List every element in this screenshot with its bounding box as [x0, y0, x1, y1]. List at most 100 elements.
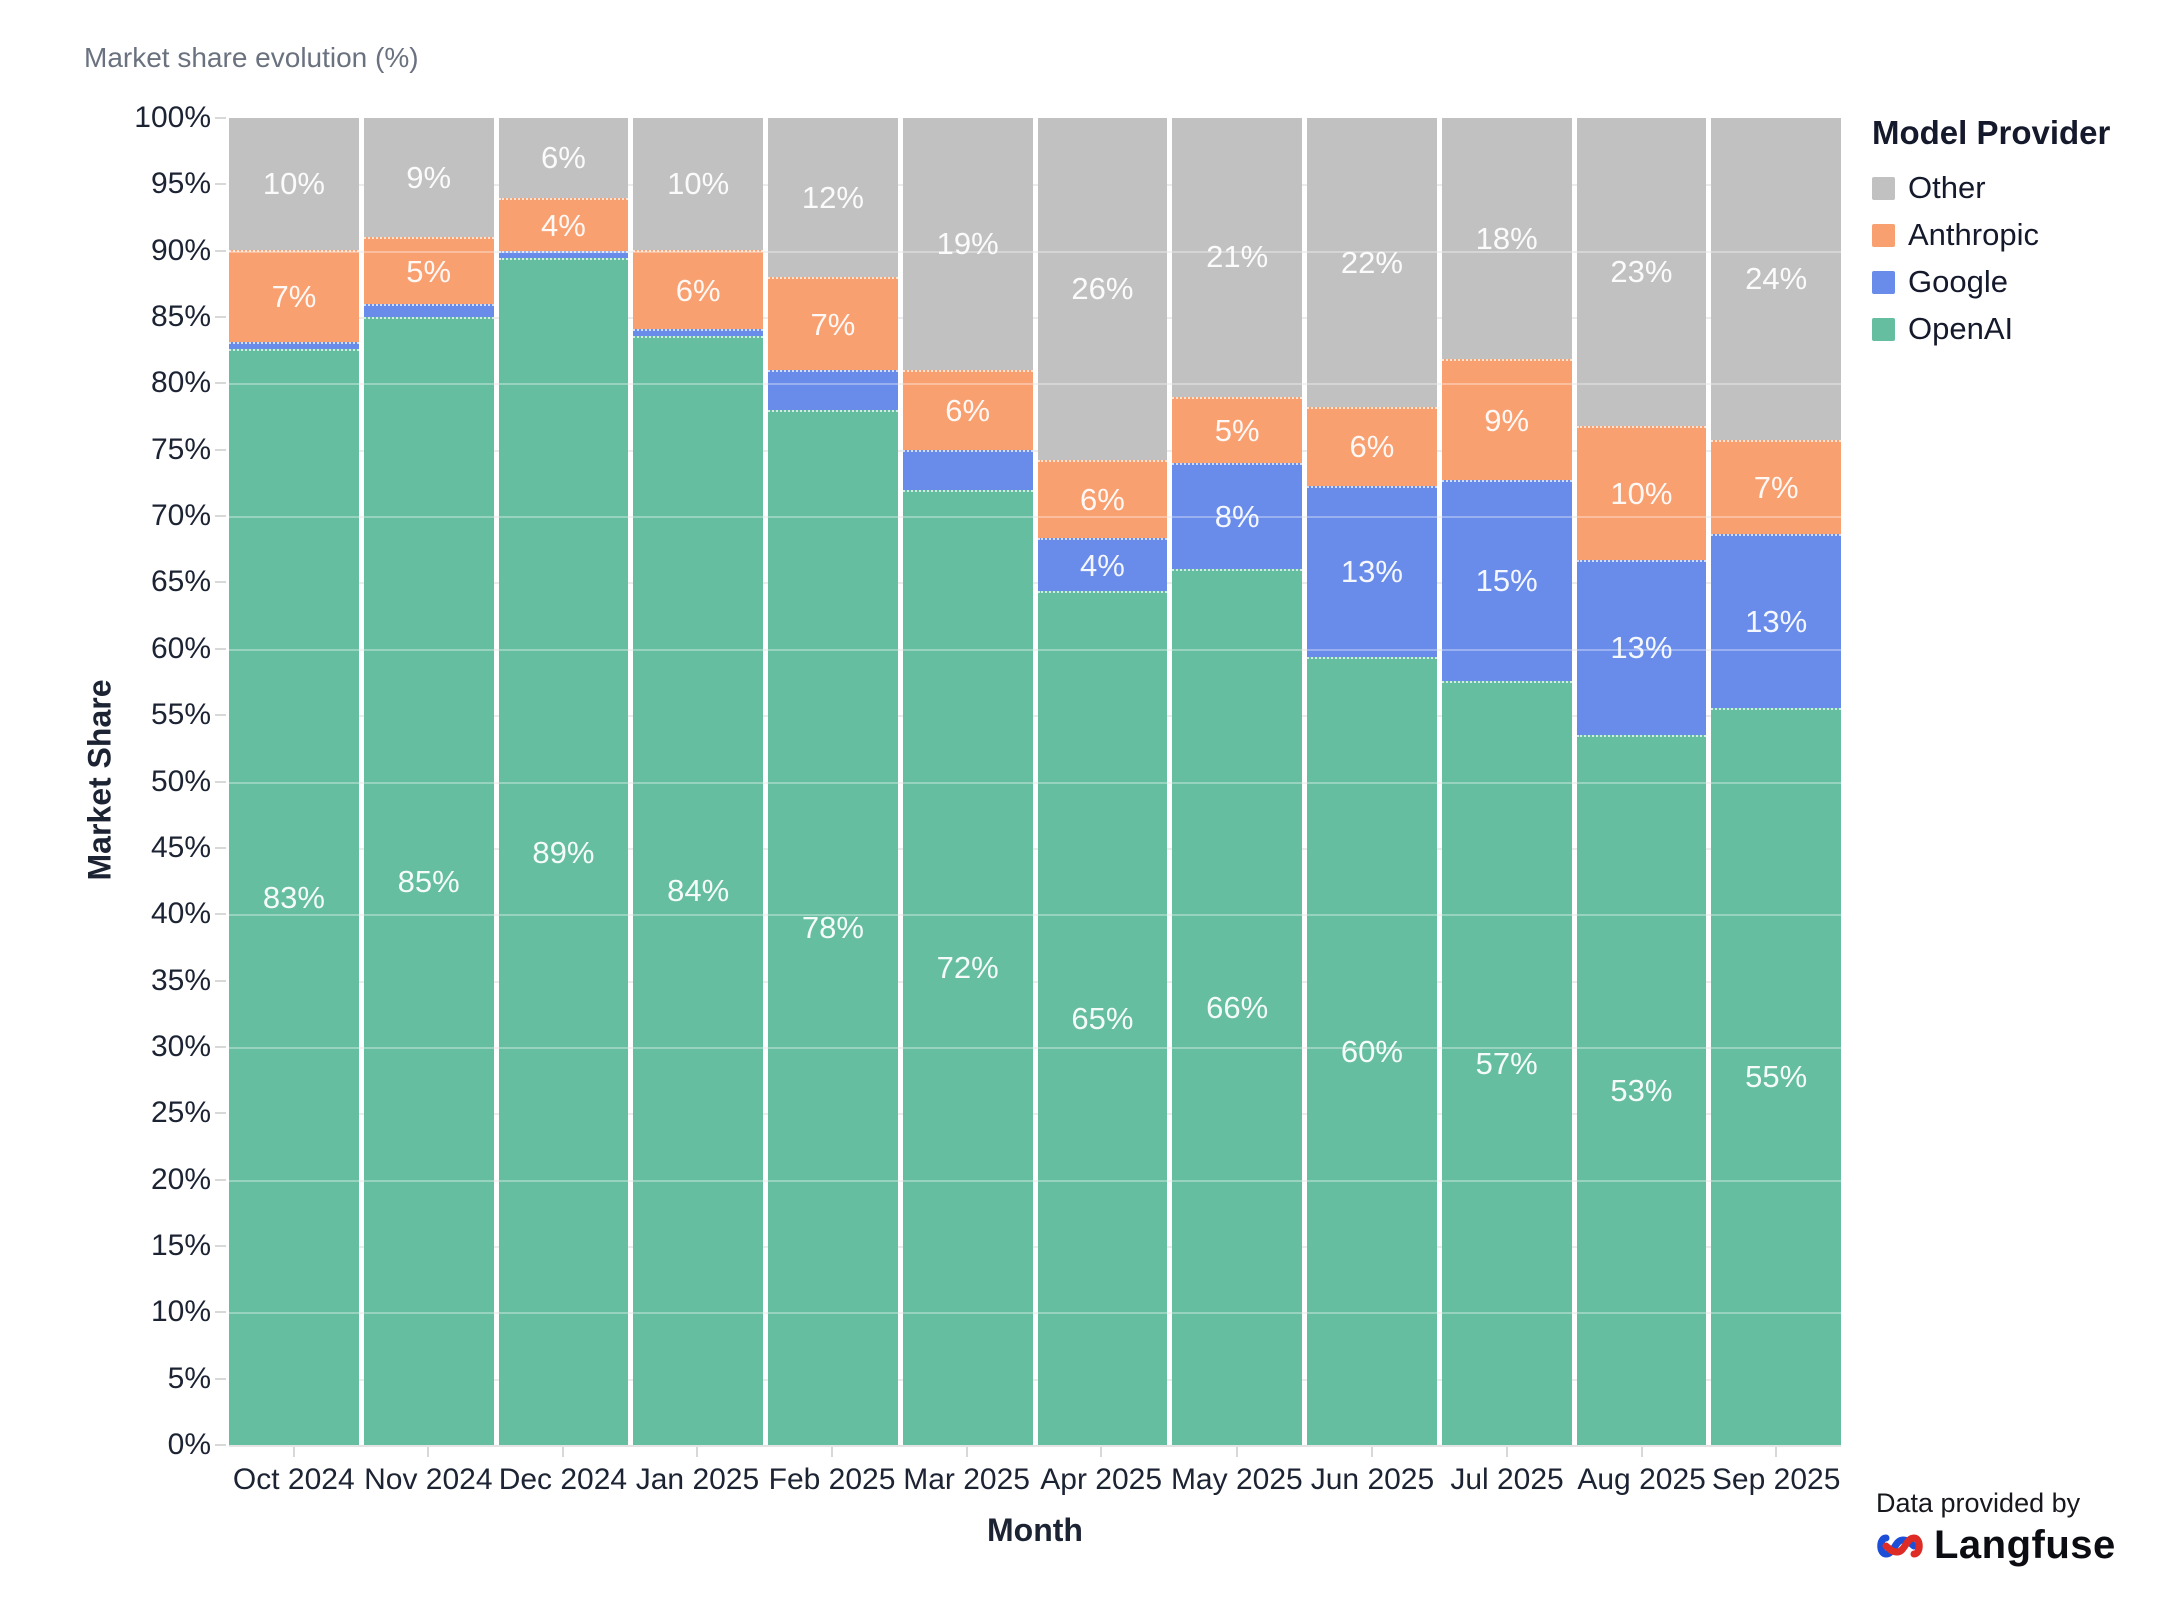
- y-axis-tick-label: 55%: [150, 698, 211, 732]
- x-axis-cell: Feb 2025: [767, 1447, 897, 1497]
- bar-segment-google[interactable]: 13%: [1576, 560, 1707, 735]
- x-tick-mark: [427, 1447, 430, 1457]
- y-axis-tick-label: 5%: [167, 1361, 211, 1395]
- bar-segment-google[interactable]: 8%: [1172, 463, 1302, 570]
- bar-segment-anthropic[interactable]: 7%: [768, 277, 898, 371]
- bar-segment-label: 9%: [406, 159, 452, 195]
- y-tick-mark: [215, 1178, 226, 1181]
- bar-segment-label: 18%: [1475, 220, 1538, 256]
- bar-segment-anthropic[interactable]: 9%: [1441, 359, 1572, 480]
- bar-segment-google[interactable]: [768, 370, 898, 410]
- gridline: [229, 1046, 1841, 1049]
- y-axis-tick-label: 40%: [150, 897, 211, 931]
- y-axis-tick-label: 30%: [150, 1029, 211, 1063]
- legend-item-other[interactable]: Other: [1872, 170, 2152, 206]
- bar-segment-other[interactable]: 21%: [1172, 118, 1302, 397]
- bar-segment-anthropic[interactable]: 5%: [1172, 396, 1302, 464]
- bar-segment-other[interactable]: 12%: [768, 118, 898, 278]
- y-axis-tick-label: 80%: [150, 366, 211, 400]
- legend: Model Provider Other Anthropic Google OpenA…: [1872, 114, 2152, 358]
- bar-segment-openai[interactable]: 83%: [229, 349, 359, 1445]
- y-axis-tick-label: 50%: [150, 764, 211, 798]
- x-axis-cell: Apr 2025: [1036, 1447, 1166, 1497]
- gridline: [229, 781, 1841, 784]
- x-axis-tick-label: Nov 2024: [364, 1463, 493, 1496]
- y-tick-mark: [215, 1112, 226, 1115]
- bar-segment-anthropic[interactable]: 4%: [498, 198, 629, 252]
- bar-segment-openai[interactable]: 55%: [1711, 707, 1841, 1445]
- x-axis-tick-label: Sep 2025: [1711, 1463, 1841, 1496]
- y-axis-tick-marks: [215, 117, 227, 1446]
- legend-item-openai[interactable]: OpenAI: [1872, 311, 2152, 347]
- y-axis-tick-label: 75%: [150, 432, 211, 466]
- bar-segment-anthropic[interactable]: 6%: [1037, 459, 1168, 539]
- legend-item-anthropic[interactable]: Anthropic: [1872, 217, 2152, 253]
- bar-segment-anthropic[interactable]: 10%: [1576, 426, 1707, 561]
- bar-segment-other[interactable]: 10%: [633, 118, 763, 251]
- bar-segment-other[interactable]: 18%: [1441, 118, 1572, 360]
- y-axis-tick-label: 60%: [150, 631, 211, 665]
- bar-segment-openai[interactable]: 65%: [1037, 591, 1168, 1445]
- bar-segment-other[interactable]: 9%: [363, 118, 494, 238]
- bar-segment-other[interactable]: 19%: [902, 118, 1033, 371]
- y-axis-tick-label: 95%: [150, 167, 211, 201]
- y-tick-mark: [215, 1444, 226, 1446]
- x-axis-title: Month: [987, 1512, 1083, 1548]
- y-tick-mark: [215, 1311, 226, 1314]
- bar-segment-google[interactable]: [633, 329, 763, 336]
- x-axis-cell: Aug 2025: [1577, 1447, 1707, 1497]
- bar-segment-openai[interactable]: 60%: [1307, 656, 1437, 1445]
- y-tick-mark: [215, 1244, 226, 1247]
- bar-segment-label: 8%: [1214, 499, 1260, 535]
- bar-segment-openai[interactable]: 85%: [363, 317, 494, 1445]
- bar-segment-other[interactable]: 26%: [1037, 118, 1168, 460]
- bar-segment-openai[interactable]: 72%: [902, 489, 1033, 1445]
- bar-segment-google[interactable]: 13%: [1307, 485, 1437, 657]
- bar-segment-label: 53%: [1610, 1072, 1673, 1108]
- bar-segment-label: 4%: [540, 207, 586, 243]
- bar-segment-openai[interactable]: 66%: [1172, 569, 1302, 1445]
- bar-segment-openai[interactable]: 53%: [1576, 734, 1707, 1445]
- bar-segment-google[interactable]: [229, 342, 359, 350]
- bar-segment-anthropic[interactable]: 7%: [229, 250, 359, 343]
- bar-segment-other[interactable]: 24%: [1711, 118, 1841, 440]
- gridline: [229, 383, 1841, 386]
- bar-segment-google[interactable]: 15%: [1441, 479, 1572, 681]
- bar-segment-openai[interactable]: 78%: [768, 409, 898, 1445]
- y-tick-mark: [215, 581, 226, 584]
- gridline: [229, 184, 1841, 187]
- y-tick-mark: [215, 1045, 226, 1048]
- bar-segment-anthropic[interactable]: 6%: [902, 370, 1033, 450]
- bar-segment-openai[interactable]: 57%: [1441, 680, 1572, 1445]
- legend-items: Other Anthropic Google OpenAI: [1872, 170, 2152, 347]
- bar-segment-openai[interactable]: 84%: [633, 335, 763, 1445]
- footer: Data provided by Langfuse: [1876, 1488, 2116, 1568]
- bar-segment-anthropic[interactable]: 6%: [633, 250, 763, 330]
- bar-segment-anthropic[interactable]: 6%: [1307, 407, 1437, 486]
- gridline: [229, 582, 1841, 585]
- y-axis-tick-label: 45%: [150, 830, 211, 864]
- gridline: [229, 250, 1841, 253]
- bar-segment-google[interactable]: [498, 251, 629, 259]
- y-axis-tick-label: 90%: [150, 233, 211, 267]
- bar-segment-other[interactable]: 10%: [229, 118, 359, 251]
- bar-segment-openai[interactable]: 89%: [498, 258, 629, 1445]
- x-axis-tick-label: Mar 2025: [903, 1463, 1030, 1496]
- bar-column: 66% 8% 5% 21%: [1172, 118, 1302, 1445]
- bar-segment-google[interactable]: 4%: [1037, 538, 1168, 591]
- bar-segment-other[interactable]: 22%: [1307, 118, 1437, 408]
- y-tick-mark: [215, 382, 226, 385]
- bar-segment-other[interactable]: 6%: [498, 118, 629, 199]
- bar-segment-anthropic[interactable]: 7%: [1711, 439, 1841, 534]
- bar-column: 53% 13% 10% 23%: [1576, 118, 1707, 1445]
- langfuse-logo-icon: [1876, 1527, 1924, 1565]
- bar-segment-anthropic[interactable]: 5%: [363, 237, 494, 304]
- legend-item-google[interactable]: Google: [1872, 264, 2152, 300]
- y-tick-mark: [215, 117, 226, 119]
- legend-swatch: [1872, 317, 1895, 341]
- bar-segment-google[interactable]: 13%: [1711, 533, 1841, 708]
- bar-segment-other[interactable]: 23%: [1576, 118, 1707, 427]
- bar-segment-google[interactable]: [902, 449, 1033, 490]
- bar-segment-google[interactable]: [363, 303, 494, 318]
